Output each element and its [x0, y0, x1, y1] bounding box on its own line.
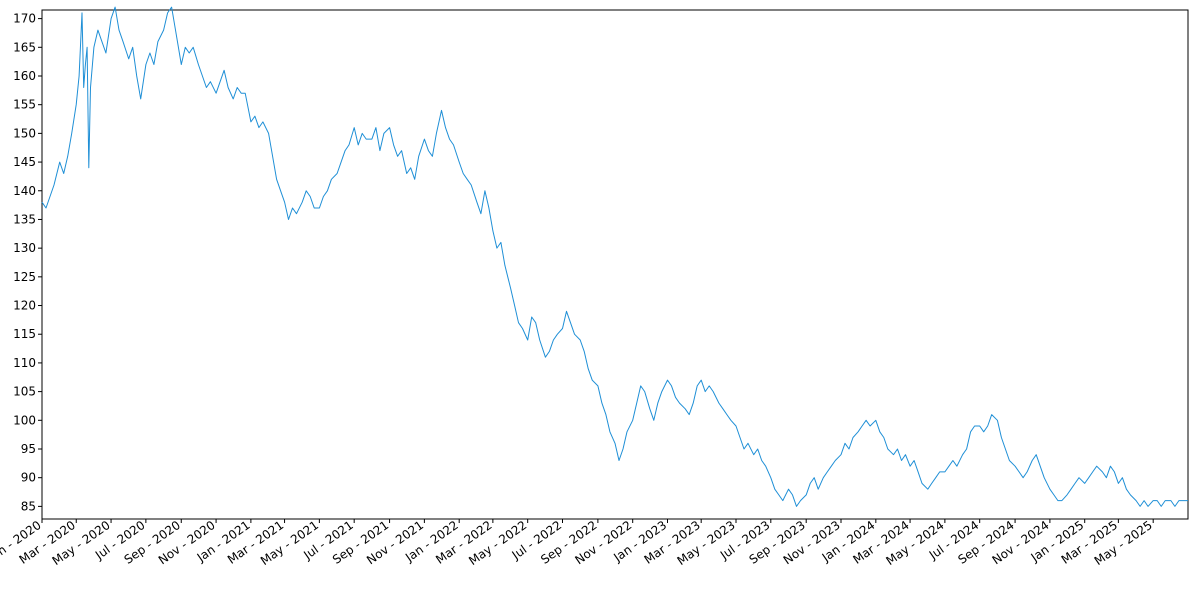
y-tick-label: 170	[13, 12, 36, 26]
y-tick-label: 100	[13, 413, 36, 427]
y-tick-label: 110	[13, 356, 36, 370]
y-tick-label: 165	[13, 40, 36, 54]
y-tick-label: 115	[13, 327, 36, 341]
y-tick-label: 120	[13, 299, 36, 313]
series-line-0	[41, 6, 1188, 507]
y-tick-label: 130	[13, 241, 36, 255]
y-axis: 85 90 95 100 105 110 115 120 125 130 135 140 145 150 1…	[13, 12, 42, 513]
series-layer	[41, 6, 1188, 507]
y-tick-label: 85	[21, 499, 36, 513]
y-tick-label: 90	[21, 471, 36, 485]
y-tick-label: 105	[13, 385, 36, 399]
y-tick-label: 125	[13, 270, 36, 284]
y-tick-label: 135	[13, 212, 36, 226]
y-tick-label: 145	[13, 155, 36, 169]
y-tick-label: 155	[13, 98, 36, 112]
y-tick-label: 140	[13, 184, 36, 198]
y-tick-label: 160	[13, 69, 36, 83]
y-tick-label: 150	[13, 126, 36, 140]
plot-area	[41, 9, 1189, 520]
y-tick-label: 95	[21, 442, 36, 456]
